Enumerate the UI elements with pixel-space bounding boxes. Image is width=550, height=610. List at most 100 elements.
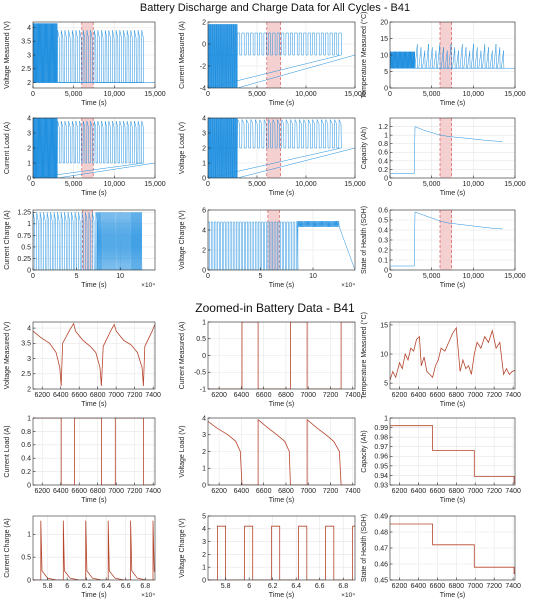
y-tick-label: 0 bbox=[384, 175, 388, 182]
x-tick-label: 6800 bbox=[448, 392, 464, 399]
series-line bbox=[33, 23, 155, 83]
y-axis-label: State of Health (SOH) bbox=[361, 206, 368, 274]
x-tick-label: 0 bbox=[388, 181, 392, 188]
x-tick-label: 6.8 bbox=[338, 583, 348, 590]
x-axis-label: Time (s) bbox=[81, 282, 106, 289]
x-tick-label: 7400 bbox=[145, 488, 161, 495]
highlight-band bbox=[440, 210, 452, 270]
y-axis-label: Capacity (Ah) bbox=[361, 430, 368, 472]
x-tick-label: 10,000 bbox=[104, 91, 126, 98]
x-tick-label: 5,000 bbox=[248, 181, 266, 188]
x-axis-label: Time (s) bbox=[81, 497, 106, 504]
y-tick-label: 0.99 bbox=[374, 425, 388, 432]
x-tick-label: 10,000 bbox=[295, 91, 317, 98]
x-axis-label: Time (s) bbox=[440, 401, 465, 408]
y-tick-label: 1 bbox=[27, 160, 31, 167]
axes-box bbox=[389, 417, 516, 486]
subplot-soh_zoom: 6200 6400 6600 6800 7000 7200 7400 0.45 0.46 0.47… bbox=[361, 513, 521, 599]
x-axis-label: Time (s) bbox=[81, 401, 106, 408]
x-tick-label: 6800 bbox=[90, 392, 106, 399]
y-tick-label: 0.6 bbox=[378, 150, 388, 157]
x-tick-label: 6400 bbox=[411, 488, 427, 495]
x-tick-label: 7000 bbox=[300, 488, 316, 495]
x-tick-label: 6800 bbox=[448, 488, 464, 495]
y-tick-label: 0 bbox=[202, 482, 206, 489]
x-axis-label: Time (s) bbox=[269, 401, 294, 408]
x-axis-label: Time (s) bbox=[269, 282, 294, 289]
x-tick-label: 0 bbox=[31, 181, 35, 188]
y-tick-label: 0.4 bbox=[378, 227, 388, 234]
x-tick-label: 5,000 bbox=[423, 91, 441, 98]
y-tick-label: 3.5 bbox=[21, 341, 31, 348]
x-tick-label: 7400 bbox=[505, 392, 521, 399]
x-tick-label: 7400 bbox=[505, 488, 521, 495]
x-axis-multiplier: ×10⁴ bbox=[341, 592, 355, 599]
x-axis-label: Time (s) bbox=[269, 497, 294, 504]
y-tick-label: 0.94 bbox=[374, 473, 388, 480]
y-tick-label: 0 bbox=[27, 577, 31, 584]
subplot-vm_zoom: 6200 6400 6600 6800 7000 7200 7400 2 2.5 3 3.5 4 Tim… bbox=[4, 322, 161, 408]
x-tick-label: 10,000 bbox=[295, 181, 317, 188]
y-tick-label: 1 bbox=[202, 319, 206, 326]
y-tick-label: 4 bbox=[202, 227, 206, 234]
x-tick-label: 6200 bbox=[211, 392, 227, 399]
x-tick-label: 6600 bbox=[430, 583, 446, 590]
series-line bbox=[390, 523, 515, 574]
x-tick-label: 6400 bbox=[411, 583, 427, 590]
x-tick-label: 7400 bbox=[145, 392, 161, 399]
y-tick-label: 2 bbox=[202, 247, 206, 254]
series-line bbox=[33, 520, 155, 580]
x-tick-label: 10 bbox=[309, 273, 317, 280]
axes-box bbox=[389, 321, 516, 390]
x-tick-label: 6400 bbox=[411, 392, 427, 399]
series-line bbox=[33, 322, 155, 387]
subplot-cm_all: 0 5,000 10,000 15,000 -4 -2 0 2 Time (s) Current … bbox=[179, 19, 366, 107]
x-tick-label: 15,000 bbox=[344, 181, 366, 188]
x-tick-label: 15,000 bbox=[504, 181, 526, 188]
x-tick-label: 5,000 bbox=[65, 181, 83, 188]
x-axis-label: Time (s) bbox=[440, 190, 465, 197]
highlight-band bbox=[81, 118, 94, 178]
y-tick-label: 0.4 bbox=[378, 158, 388, 165]
y-tick-label: 3 bbox=[202, 432, 206, 439]
y-tick-label: 10 bbox=[380, 52, 388, 59]
figure-title-zoomed: Zoomed-in Battery Data - B41 bbox=[195, 301, 355, 315]
y-tick-label: 10 bbox=[380, 351, 388, 358]
y-tick-label: 3 bbox=[27, 130, 31, 137]
x-tick-label: 6400 bbox=[234, 488, 250, 495]
y-axis-label: Voltage Measured (V) bbox=[4, 21, 11, 89]
x-tick-label: 6200 bbox=[211, 488, 227, 495]
y-tick-label: 3 bbox=[27, 356, 31, 363]
y-tick-label: 0 bbox=[202, 267, 206, 274]
y-tick-label: 0.45 bbox=[374, 577, 388, 584]
highlight-band bbox=[82, 210, 93, 270]
y-axis-label: Voltage Measured (V) bbox=[4, 322, 11, 390]
y-axis-label: Current Load (A) bbox=[4, 122, 11, 174]
x-tick-label: 10,000 bbox=[104, 181, 126, 188]
x-tick-label: 7000 bbox=[108, 392, 124, 399]
x-axis-label: Time (s) bbox=[440, 592, 465, 599]
series-line bbox=[33, 418, 155, 485]
subplot-cc_zoom: 5.8 6 6.2 6.4 6.6 6.8 0 0.5 1 Time (s) Current Cha… bbox=[4, 515, 156, 599]
y-tick-label: 3 bbox=[202, 539, 206, 546]
y-tick-label: 1 bbox=[202, 466, 206, 473]
x-tick-label: 7400 bbox=[345, 488, 361, 495]
x-tick-label: 15,000 bbox=[144, 181, 166, 188]
y-tick-label: 2.5 bbox=[21, 371, 31, 378]
x-axis-label: Time (s) bbox=[269, 190, 294, 197]
x-tick-label: 6200 bbox=[392, 488, 408, 495]
y-tick-label: 1 bbox=[27, 532, 31, 539]
y-tick-label: 1 bbox=[384, 133, 388, 140]
y-tick-label: 2.5 bbox=[21, 66, 31, 73]
y-tick-label: 0 bbox=[202, 175, 206, 182]
x-tick-label: 6.4 bbox=[291, 583, 301, 590]
x-axis-label: Time (s) bbox=[81, 592, 106, 599]
series-line bbox=[390, 326, 515, 381]
x-tick-label: 6 bbox=[247, 583, 251, 590]
y-tick-label: 0 bbox=[202, 353, 206, 360]
series-line bbox=[390, 211, 503, 267]
x-tick-label: 6800 bbox=[90, 488, 106, 495]
x-tick-label: 6600 bbox=[256, 488, 272, 495]
y-tick-label: 0.95 bbox=[374, 463, 388, 470]
